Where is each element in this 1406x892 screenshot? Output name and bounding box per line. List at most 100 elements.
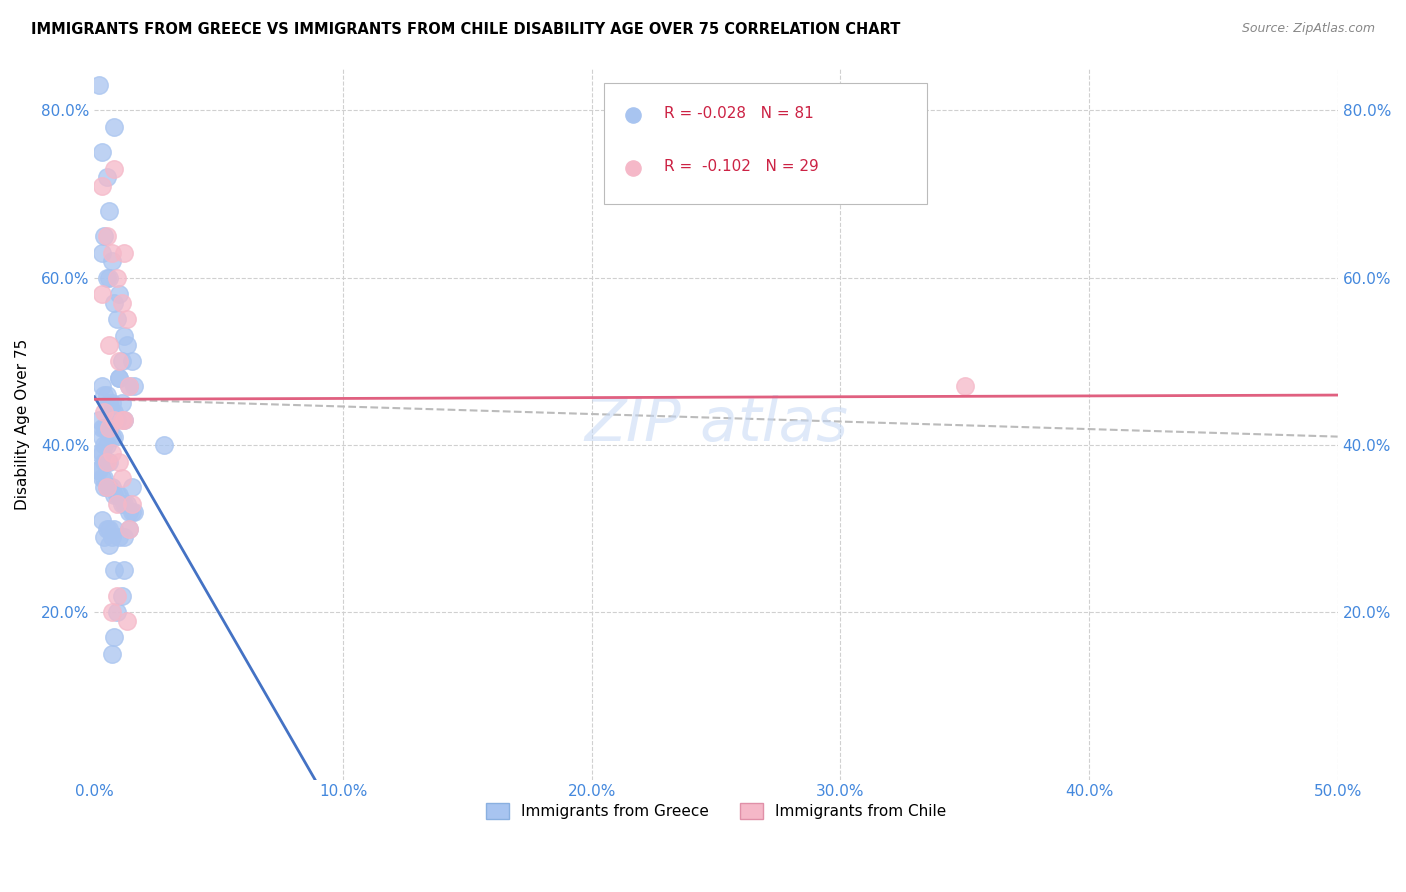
Point xyxy=(108,530,131,544)
Point xyxy=(115,312,138,326)
Point xyxy=(98,421,121,435)
Point xyxy=(108,455,131,469)
Point xyxy=(93,404,115,418)
Point xyxy=(96,455,118,469)
Point xyxy=(105,270,128,285)
Point xyxy=(98,538,121,552)
Point xyxy=(98,522,121,536)
Point xyxy=(112,413,135,427)
Point xyxy=(89,446,111,460)
Point xyxy=(90,245,112,260)
Point xyxy=(90,421,112,435)
Point xyxy=(111,471,134,485)
Point xyxy=(111,497,134,511)
Point xyxy=(98,480,121,494)
Point xyxy=(93,421,115,435)
Legend: Immigrants from Greece, Immigrants from Chile: Immigrants from Greece, Immigrants from … xyxy=(479,797,952,825)
Point xyxy=(101,446,124,460)
Point xyxy=(103,564,125,578)
Point xyxy=(111,295,134,310)
Point xyxy=(118,505,141,519)
Point xyxy=(118,522,141,536)
Y-axis label: Disability Age Over 75: Disability Age Over 75 xyxy=(15,338,30,509)
Point xyxy=(86,463,108,477)
Point xyxy=(103,522,125,536)
Point xyxy=(90,287,112,301)
Point xyxy=(90,145,112,160)
Point xyxy=(103,631,125,645)
Point xyxy=(93,530,115,544)
Point xyxy=(118,379,141,393)
Point xyxy=(93,228,115,243)
Point xyxy=(111,589,134,603)
Point xyxy=(112,329,135,343)
Point xyxy=(105,497,128,511)
Point xyxy=(105,413,128,427)
Point xyxy=(93,438,115,452)
Point xyxy=(98,337,121,351)
Text: R =  -0.102   N = 29: R = -0.102 N = 29 xyxy=(664,159,818,174)
Text: ZIP atlas: ZIP atlas xyxy=(583,394,848,453)
Point xyxy=(112,564,135,578)
Point xyxy=(90,471,112,485)
Text: R = -0.028   N = 81: R = -0.028 N = 81 xyxy=(664,106,814,120)
Point xyxy=(112,530,135,544)
Point xyxy=(953,379,976,393)
Point xyxy=(105,605,128,619)
Point xyxy=(118,522,141,536)
Point xyxy=(89,413,111,427)
Point xyxy=(98,396,121,410)
Point xyxy=(108,287,131,301)
Point xyxy=(101,404,124,418)
Point xyxy=(121,505,143,519)
Point xyxy=(93,455,115,469)
Point xyxy=(98,421,121,435)
Point xyxy=(121,480,143,494)
Point xyxy=(90,429,112,443)
Point xyxy=(105,488,128,502)
Point xyxy=(101,647,124,661)
Point xyxy=(101,429,124,443)
Point xyxy=(121,497,143,511)
FancyBboxPatch shape xyxy=(605,83,928,203)
Point xyxy=(103,120,125,134)
Point xyxy=(89,463,111,477)
Point xyxy=(103,488,125,502)
Point xyxy=(96,228,118,243)
Point xyxy=(115,497,138,511)
Point xyxy=(98,455,121,469)
Point xyxy=(103,161,125,176)
Point xyxy=(112,497,135,511)
Point xyxy=(103,413,125,427)
Point xyxy=(90,446,112,460)
Text: IMMIGRANTS FROM GREECE VS IMMIGRANTS FROM CHILE DISABILITY AGE OVER 75 CORRELATI: IMMIGRANTS FROM GREECE VS IMMIGRANTS FRO… xyxy=(31,22,900,37)
Point xyxy=(96,388,118,402)
Point xyxy=(112,245,135,260)
Point xyxy=(108,488,131,502)
Point xyxy=(122,379,145,393)
Point xyxy=(108,354,131,368)
Point xyxy=(153,438,176,452)
Point xyxy=(96,522,118,536)
Point xyxy=(96,270,118,285)
Point xyxy=(101,530,124,544)
Point xyxy=(93,388,115,402)
Point xyxy=(111,413,134,427)
Point xyxy=(90,178,112,193)
Point xyxy=(90,513,112,527)
Point xyxy=(101,605,124,619)
Point xyxy=(103,429,125,443)
Point xyxy=(111,396,134,410)
Point xyxy=(121,354,143,368)
Point xyxy=(112,413,135,427)
Point xyxy=(108,371,131,385)
Point xyxy=(96,480,118,494)
Point xyxy=(101,254,124,268)
Point xyxy=(96,480,118,494)
Point xyxy=(96,421,118,435)
Point xyxy=(118,379,141,393)
Point xyxy=(103,295,125,310)
Point xyxy=(93,471,115,485)
Point xyxy=(115,337,138,351)
Point xyxy=(122,505,145,519)
